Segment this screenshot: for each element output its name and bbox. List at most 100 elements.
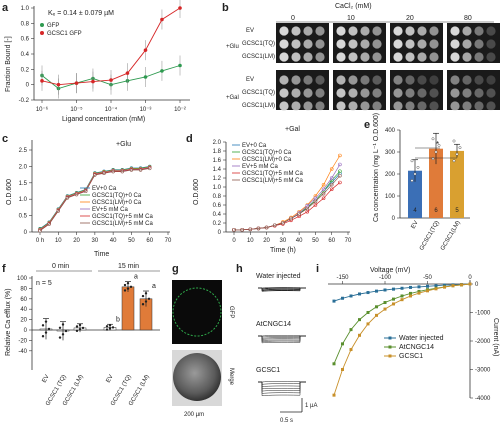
panel-f-ylabel: Relative Ca efflux (%) [5, 288, 12, 356]
panel-i-ytick-label: -1000 [475, 311, 491, 317]
panel-f-group-1: 15 min [118, 263, 139, 270]
panel-d-legend-item: EV+0 Ca [242, 143, 267, 149]
panel-b-colony [291, 26, 301, 36]
panel-b-colony [486, 39, 496, 49]
panel-a-x-ticks: 10⁻⁶ 10⁻⁵ 10⁻⁴ 10⁻³ 10⁻² [36, 100, 186, 113]
panel-i-legend-marker [388, 354, 392, 358]
panel-b-colony [486, 26, 496, 36]
panel-f-dot [41, 324, 45, 327]
panel-d-legend-item: GCSC1(TQ)+5 mM Ca [242, 171, 304, 177]
panel-b-colony [348, 39, 358, 49]
panel-b-colony [474, 88, 484, 98]
panel-f-ytick-label: 100 [17, 276, 28, 282]
panel-e-sig: * [436, 140, 439, 149]
panel-e-bar [408, 170, 422, 218]
panel-b-colony [336, 39, 346, 49]
panel-e-dot [437, 143, 441, 147]
panel-f-dot [105, 328, 109, 331]
panel-h-scale-y-label: 1 µA [305, 403, 317, 409]
panel-d-y-ticks: 2.0 1.8 1.6 1.4 1.2 1.0 0.8 0.6 0.4 0.2 0 [213, 140, 226, 236]
panel-f-dot [126, 282, 130, 285]
panel-b-colony [360, 39, 370, 49]
panel-a-xtick-label: 10⁻³ [140, 107, 152, 113]
panel-f-letter: b [116, 316, 120, 323]
panel-b-colony [360, 52, 370, 62]
panel-b-colony [315, 88, 325, 98]
panel-f-label: f [2, 263, 6, 275]
panel-b-colony [336, 52, 346, 62]
panel-a-xtick-label: 10⁻⁵ [70, 106, 83, 113]
panel-f-dot [58, 336, 62, 339]
panel-b-colony [474, 75, 484, 85]
panel-c-ylabel: O.D.600 [6, 179, 13, 205]
panel-b-label: b [222, 2, 229, 14]
panel-h-trace [258, 287, 306, 292]
panel-e-category-label: GCSC1(TQ) [419, 220, 441, 252]
panel-a-xtick-label: 10⁻⁴ [105, 106, 118, 113]
panel-h-scale-x-label: 0.5 s [280, 418, 293, 424]
panel-f-ytick-label: 20 [20, 318, 27, 324]
panel-b-colony [429, 52, 439, 62]
panel-g-label: g [172, 263, 179, 275]
panel-b-colony [405, 26, 415, 36]
panel-i-xtick-label: -150 [336, 275, 349, 281]
panel-a-ytick-label: 0.4 [21, 52, 30, 58]
panel-g-scale: 200 µm [184, 412, 204, 418]
panel-f-dot [141, 294, 145, 298]
panel-b-colony [405, 75, 415, 85]
panel-e-n-label: 6 [434, 208, 438, 214]
panel-b-colony [360, 88, 370, 98]
panel-c-x-ticks: 0 h 10 20 30 40 50 60 70 [36, 232, 172, 244]
panel-e-dot [434, 150, 438, 154]
panel-h-trace-gcsc1-label: GCSC1 [256, 367, 280, 374]
panel-b-colony [336, 75, 346, 85]
panel-c-ytick-label: 0 [24, 230, 28, 236]
panel-c-xtick-label: 60 [146, 238, 153, 244]
panel-b-colony [429, 75, 439, 85]
panel-d-ytick-label: 0.4 [213, 212, 222, 218]
panel-f-dot [47, 327, 51, 331]
panel-f-dot [75, 329, 79, 333]
panel-i-y-ticks: 0 -1000 -2000 -3000 -4000 [470, 282, 491, 402]
panel-h: h Water injected AtCNGC14 GCSC1 1 µA 0.5… [236, 263, 317, 424]
panel-d-legend-item: GCSC1(LM)+0 Ca [242, 157, 292, 163]
panel-f-dot [108, 327, 112, 330]
panel-h-trace [258, 287, 306, 289]
panel-b-colony [417, 101, 427, 111]
panel-f-dot [123, 289, 127, 292]
panel-h-trace [258, 381, 306, 383]
panel-e-dot [452, 159, 456, 163]
panel-b-colony [393, 101, 403, 111]
panel-f-dot [105, 325, 109, 328]
panel-b-colony [279, 75, 289, 85]
panel-d-ytick-label: 1.4 [213, 167, 222, 173]
panel-b-colony [372, 52, 382, 62]
panel-f-y-ticks: 100 80 60 40 20 0 -20 -40 [17, 276, 32, 355]
panel-i-xlabel: Voltage (mV) [370, 267, 410, 274]
panel-i-legend-marker [388, 336, 392, 340]
panel-c-ytick-label: 0.5 [19, 214, 28, 220]
panel-f-ytick-label: 60 [20, 297, 27, 303]
panel-i-legend-item: GCSC1 [399, 353, 423, 360]
panel-b-colony [360, 101, 370, 111]
panel-b-colony [348, 26, 358, 36]
panel-e-dot [413, 172, 417, 176]
panel-a-ytick-label: -0.2 [19, 98, 30, 104]
panel-c-label: c [2, 133, 8, 145]
panel-b-colony [417, 75, 427, 85]
panel-e-bar [429, 148, 443, 218]
panel-f-dot [78, 323, 82, 327]
panel-d-ytick-label: 0 [218, 230, 222, 236]
panel-i-line [333, 283, 471, 396]
panel-b-colony [336, 26, 346, 36]
panel-b-gal-row-ev: EV [246, 77, 254, 83]
panel-b-colony [417, 52, 427, 62]
panel-b-colony [450, 39, 460, 49]
panel-f-category-label: EV [106, 374, 115, 384]
panel-g-oocyte [173, 353, 221, 401]
panel-a-legend-gcsc1-marker [40, 31, 44, 35]
panel-c-y-ticks: 2.5 2.0 1.5 1.0 0.5 0 [19, 148, 32, 236]
panel-b-colony [291, 75, 301, 85]
panel-b-colony [417, 39, 427, 49]
